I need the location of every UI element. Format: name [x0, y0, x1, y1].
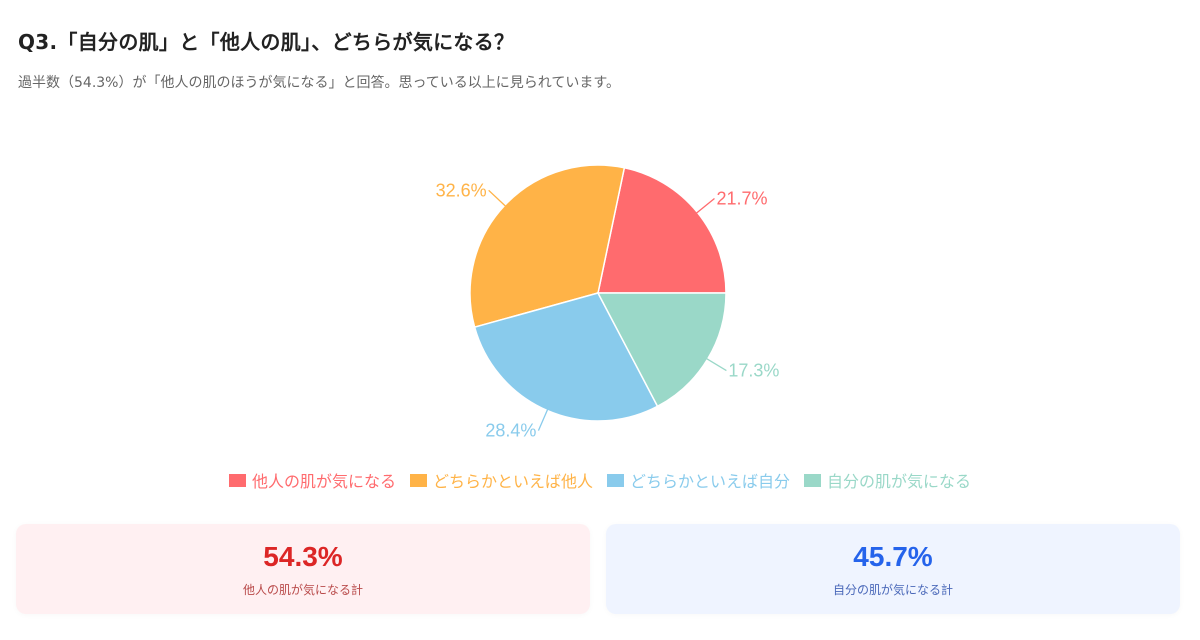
label-leader-line: [488, 189, 507, 208]
legend-swatch-red: [228, 473, 246, 487]
slice-percent-label: 21.7%: [716, 188, 767, 208]
page-title: Q3.「自分の肌」と「他人の肌」、どちらが気になる？: [18, 30, 515, 54]
label-leader-line: [695, 197, 715, 215]
legend-item-rather-self[interactable]: どちらかといえば自分: [607, 468, 790, 492]
slice-percent-label: 32.6%: [436, 180, 487, 200]
label-leader-line: [705, 357, 727, 372]
legend-item-rather-others[interactable]: どちらかといえば他人: [409, 468, 593, 492]
others-total-value: 54.3%: [263, 540, 343, 572]
slice-percent-label: 17.3%: [728, 361, 779, 381]
chart-legend: 他人の肌が気になる どちらかといえば他人 どちらかといえば自分 自分の肌が気にな…: [0, 468, 1200, 492]
self-total-card: 45.7% 自分の肌が気になる計: [606, 524, 1180, 614]
pie-chart-svg: 21.7% 32.6% 28.4% 17.3%: [436, 164, 779, 441]
pie-chart: 21.7% 32.6% 28.4% 17.3%: [0, 120, 1200, 520]
legend-item-others-skin[interactable]: 他人の肌が気になる: [228, 468, 396, 492]
legend-swatch-blue: [607, 473, 624, 487]
self-total-label: 自分の肌が気になる計: [832, 582, 953, 597]
legend-swatch-orange: [409, 473, 427, 487]
legend-item-own-skin[interactable]: 自分の肌が気になる: [804, 468, 971, 492]
legend-label: どちらかといえば自分: [630, 472, 791, 491]
legend-label: 他人の肌が気になる: [251, 472, 396, 491]
slice-percent-label: 28.4%: [485, 421, 536, 441]
others-total-label: 他人の肌が気になる計: [242, 582, 363, 597]
legend-label: 自分の肌が気になる: [827, 472, 972, 491]
self-total-value: 45.7%: [853, 540, 933, 572]
page-subtitle: 過半数（54.3%）が「他人の肌のほうが気になる」と回答。思っている以上に見られ…: [18, 75, 620, 91]
label-leader-line: [537, 408, 549, 431]
legend-swatch-teal: [804, 473, 822, 487]
legend-label: どちらかといえば他人: [432, 472, 593, 491]
others-total-card: 54.3% 他人の肌が気になる計: [16, 524, 590, 614]
